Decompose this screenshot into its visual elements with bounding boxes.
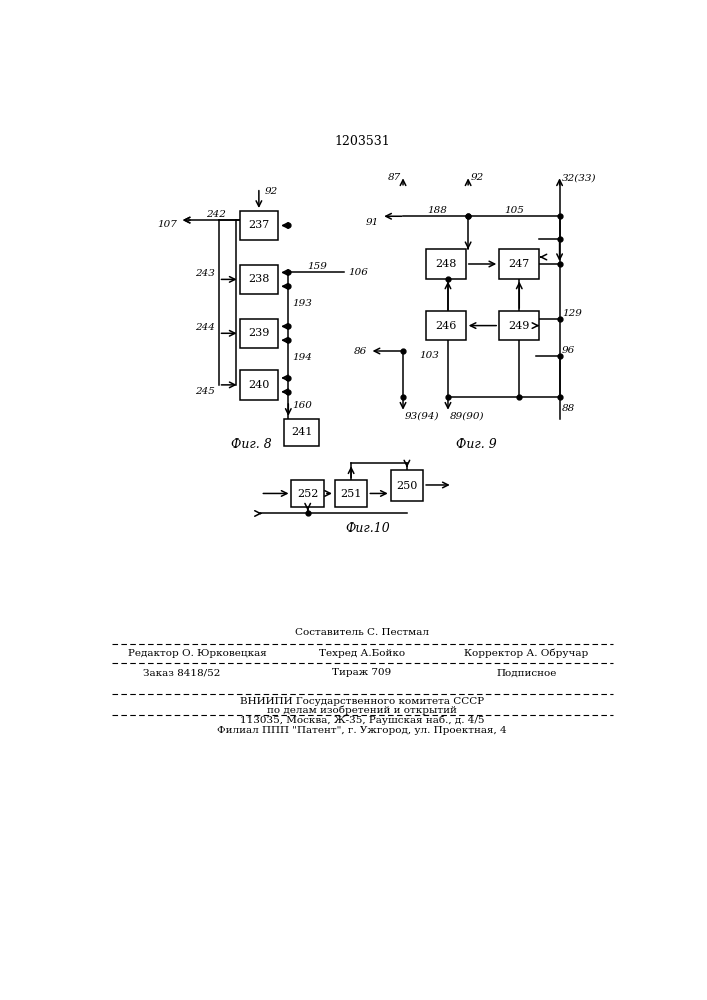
Bar bbox=[240, 265, 279, 294]
Text: Филиал ППП "Патент", г. Ужгород, ул. Проектная, 4: Филиал ППП "Патент", г. Ужгород, ул. Про… bbox=[217, 726, 507, 735]
Bar bbox=[240, 319, 279, 348]
Bar bbox=[284, 419, 320, 446]
Text: Корректор А. Обручар: Корректор А. Обручар bbox=[464, 649, 588, 658]
Text: 250: 250 bbox=[396, 481, 418, 491]
Text: 248: 248 bbox=[435, 259, 456, 269]
Text: Заказ 8418/52: Заказ 8418/52 bbox=[143, 668, 220, 677]
Bar bbox=[240, 211, 279, 240]
Bar bbox=[240, 370, 279, 400]
Text: 160: 160 bbox=[292, 401, 312, 410]
Text: 87: 87 bbox=[387, 173, 401, 182]
Text: 240: 240 bbox=[248, 380, 269, 390]
Bar bbox=[499, 249, 539, 279]
Text: 252: 252 bbox=[297, 489, 318, 499]
Text: 245: 245 bbox=[195, 387, 215, 396]
Text: 92: 92 bbox=[470, 173, 484, 182]
Text: 105: 105 bbox=[505, 206, 525, 215]
Bar bbox=[291, 480, 324, 507]
Text: 93(94): 93(94) bbox=[404, 412, 439, 421]
Text: 91: 91 bbox=[366, 218, 379, 227]
Text: 1203531: 1203531 bbox=[334, 135, 390, 148]
Text: Фиг. 8: Фиг. 8 bbox=[230, 438, 271, 451]
Text: 96: 96 bbox=[562, 346, 575, 355]
Text: Подписное: Подписное bbox=[496, 668, 556, 677]
Text: 159: 159 bbox=[307, 262, 327, 271]
Text: 188: 188 bbox=[427, 206, 447, 215]
Text: ВНИИПИ Государственного комитета СССР: ВНИИПИ Государственного комитета СССР bbox=[240, 697, 484, 706]
Text: 193: 193 bbox=[292, 299, 312, 308]
Text: 247: 247 bbox=[508, 259, 530, 269]
Bar bbox=[335, 480, 368, 507]
Text: 89(90): 89(90) bbox=[450, 412, 484, 421]
Bar bbox=[426, 249, 466, 279]
Text: 92: 92 bbox=[265, 187, 279, 196]
Text: по делам изобретений и открытий: по делам изобретений и открытий bbox=[267, 706, 457, 715]
Bar bbox=[391, 470, 423, 501]
Bar bbox=[499, 311, 539, 340]
Text: 129: 129 bbox=[562, 309, 582, 318]
Text: 242: 242 bbox=[206, 210, 226, 219]
Text: Техред А.Бойко: Техред А.Бойко bbox=[319, 649, 405, 658]
Text: 244: 244 bbox=[195, 323, 215, 332]
Text: 249: 249 bbox=[508, 321, 530, 331]
Text: 237: 237 bbox=[248, 220, 269, 230]
Text: 107: 107 bbox=[158, 220, 177, 229]
Text: Фиг. 9: Фиг. 9 bbox=[455, 438, 496, 451]
Text: 86: 86 bbox=[354, 347, 368, 356]
Text: Тираж 709: Тираж 709 bbox=[332, 668, 392, 677]
Text: 238: 238 bbox=[248, 274, 269, 284]
Text: 239: 239 bbox=[248, 328, 269, 338]
Text: Редактор О. Юрковецкая: Редактор О. Юрковецкая bbox=[127, 649, 267, 658]
Text: Фиг.10: Фиг.10 bbox=[345, 522, 390, 535]
Text: 32(33): 32(33) bbox=[562, 173, 597, 182]
Text: 106: 106 bbox=[348, 268, 368, 277]
Text: Составитель С. Пестмал: Составитель С. Пестмал bbox=[295, 628, 429, 637]
Text: 243: 243 bbox=[195, 269, 215, 278]
Text: 103: 103 bbox=[419, 351, 438, 360]
Text: 194: 194 bbox=[292, 353, 312, 362]
Text: 88: 88 bbox=[562, 404, 575, 413]
Text: 241: 241 bbox=[291, 427, 312, 437]
Text: 251: 251 bbox=[340, 489, 362, 499]
Text: 246: 246 bbox=[435, 321, 456, 331]
Bar bbox=[426, 311, 466, 340]
Text: 113035, Москва, Ж-35, Раушская наб., д. 4/5: 113035, Москва, Ж-35, Раушская наб., д. … bbox=[240, 715, 484, 725]
